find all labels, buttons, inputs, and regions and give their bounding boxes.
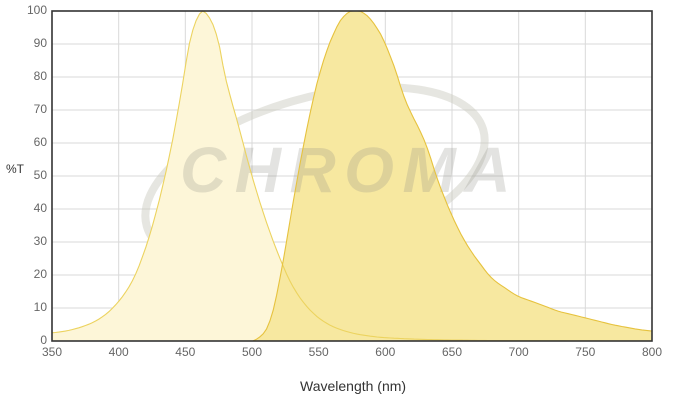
svg-text:CHROMA: CHROMA xyxy=(180,134,519,206)
